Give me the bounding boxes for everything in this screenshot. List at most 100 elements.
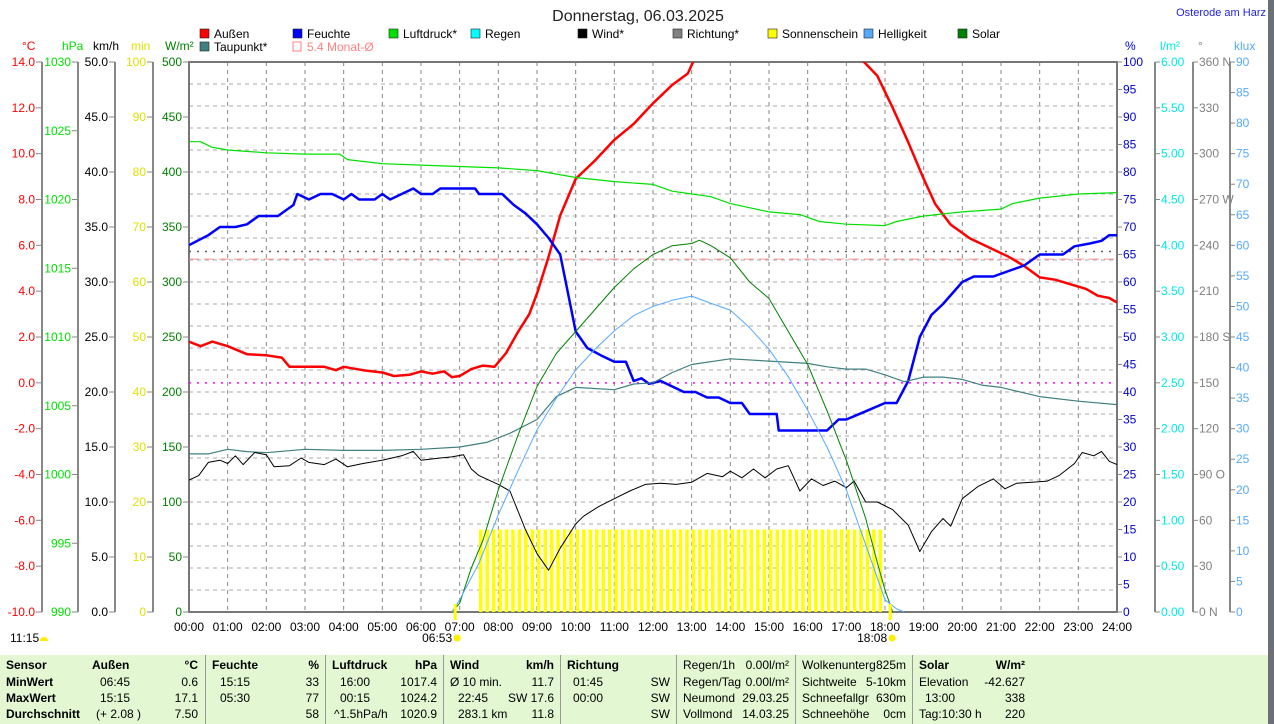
axis-tick-label: 20 <box>1236 483 1250 497</box>
value: SW 17.6 <box>507 691 554 705</box>
axis-tick-label: 90 <box>1236 55 1250 69</box>
sunshine-bar <box>511 529 515 612</box>
axis-tick-label: 5 <box>1123 578 1130 592</box>
axis-tick-label: 25 <box>1236 452 1250 466</box>
sun-half-icon <box>40 637 48 641</box>
axis-tick-label: 55 <box>1123 303 1137 317</box>
sun-event-time: 06:53 <box>422 631 452 645</box>
axis-tick-label: 20 <box>1123 495 1137 509</box>
axis-tick-label: 0.00 <box>1161 605 1185 619</box>
time: 15:15 <box>220 675 251 689</box>
legend-label: Sonnenschein <box>782 27 858 41</box>
value: 0.6 <box>181 675 198 689</box>
sunshine-bar <box>479 529 483 612</box>
axis-tick-label: 30 <box>1199 559 1213 573</box>
axis-tick-label: 360 N <box>1199 55 1231 69</box>
axis-tick-label: 3.50 <box>1161 284 1185 298</box>
sunshine-bar <box>640 529 644 612</box>
axis-tick-label: 70 <box>1123 220 1137 234</box>
axis-tick-label: -8.0 <box>14 559 35 573</box>
sunshine-bar <box>775 529 779 612</box>
axis-tick-label: 30 <box>133 440 147 454</box>
label: Schneehöhe <box>802 707 870 721</box>
axis-tick-label: 60 <box>1123 275 1137 289</box>
axis-tick-label: 80 <box>133 165 147 179</box>
x-tick-label: 03:00 <box>290 620 320 634</box>
sunshine-bar <box>582 529 586 612</box>
label: Elevation <box>919 675 969 689</box>
axis-tick-label: 10.0 <box>85 495 109 509</box>
sunshine-bar <box>659 529 663 612</box>
axis-tick-label: 45.0 <box>85 110 109 124</box>
axis-tick-label: -6.0 <box>14 513 35 527</box>
x-tick-label: 23:00 <box>1063 620 1093 634</box>
axis-unit-rain: l/m² <box>1160 39 1180 53</box>
axis-tick-label: -4.0 <box>14 468 35 482</box>
sunshine-bar <box>872 529 876 612</box>
axis-tick-label: 40 <box>1123 385 1137 399</box>
col-sensor: Sensor Außen °C MinWert 06:45 0.6 MaxWert 15:… <box>0 655 204 724</box>
axis-unit-solar: W/m² <box>165 39 194 53</box>
sunshine-bar <box>807 529 812 612</box>
axis-unit-lux: klux <box>1234 39 1255 53</box>
axis-tick-label: 10 <box>133 550 147 564</box>
location-label: Osterode am Harz <box>1176 7 1266 19</box>
axis-tick-label: 35 <box>1236 391 1250 405</box>
axis-tick-label: 4.00 <box>1161 238 1185 252</box>
time: 05:30 <box>220 691 251 705</box>
axis-tick-label: 1.50 <box>1161 468 1185 482</box>
sunshine-bar <box>801 529 805 612</box>
value: SW <box>650 691 670 705</box>
axis-tick-label: 5.00 <box>1161 147 1185 161</box>
axis-tick-label: 250 <box>162 330 182 344</box>
sunshine-bar <box>485 529 489 612</box>
legend-label: Außen <box>214 27 249 41</box>
unit: % <box>308 658 319 672</box>
axis-tick-label: 70 <box>133 220 147 234</box>
axis-tick-label: 5 <box>1236 574 1243 588</box>
series-helligkeit <box>451 295 905 613</box>
col-wolken: Wolkenunterg 825m Sichtweite 5-10km Schnee… <box>795 655 912 724</box>
sunshine-bar <box>762 529 767 612</box>
sunshine-bar <box>704 529 709 612</box>
legend-label: 5.4 Monat-Ø <box>307 40 374 54</box>
time: 00:00 <box>573 691 604 705</box>
axis-unit-sun: min <box>131 39 150 53</box>
sunshine-bar <box>691 529 696 612</box>
axis-tick-label: 1000 <box>44 468 71 482</box>
sunshine-bar <box>839 529 844 612</box>
axis-tick-label: 25.0 <box>85 330 109 344</box>
label: Neumond <box>683 691 736 705</box>
axis-tick-label: 90 <box>1123 110 1137 124</box>
sunshine-bar <box>498 529 502 612</box>
axis-tick-label: 500 <box>162 55 182 69</box>
col-richtung: Richtung 01:45 SW 00:00 SW SW <box>560 655 676 724</box>
axis-tick-label: 150 <box>1199 376 1219 390</box>
sunshine-bar <box>543 529 547 612</box>
label: Außen <box>92 658 130 672</box>
axis-tick-label: 2.00 <box>1161 422 1185 436</box>
series-solar <box>451 239 894 613</box>
col-solar: Solar W/m² Elevation -42.627 13:00 338 Tag:… <box>912 655 1031 724</box>
x-tick-label: 22:00 <box>1025 620 1055 634</box>
legend-label: Luftdruck* <box>403 27 457 41</box>
label: Regen/1h <box>683 658 736 672</box>
sunshine-bar <box>794 529 799 612</box>
axis-tick-label: 65 <box>1123 248 1137 262</box>
axis-tick-label: 1025 <box>44 124 71 138</box>
x-tick-label: 04:00 <box>329 620 359 634</box>
x-tick-label: 17:00 <box>831 620 861 634</box>
legend-label: Feuchte <box>307 27 351 41</box>
sunshine-bar <box>865 529 870 612</box>
sunshine-bar <box>711 529 715 612</box>
axis-tick-label: 75 <box>1123 193 1137 207</box>
axis-tick-label: 50 <box>169 550 183 564</box>
value: 29.03.25 <box>742 691 789 705</box>
sunshine-bar <box>698 529 702 612</box>
axis-tick-label: 45 <box>1236 330 1250 344</box>
sunshine-bar <box>769 529 773 612</box>
sunshine-bar <box>569 529 573 612</box>
axis-unit-dir: ° <box>1198 39 1203 53</box>
axis-tick-label: 1010 <box>44 330 71 344</box>
axis-tick-label: 25 <box>1123 468 1137 482</box>
